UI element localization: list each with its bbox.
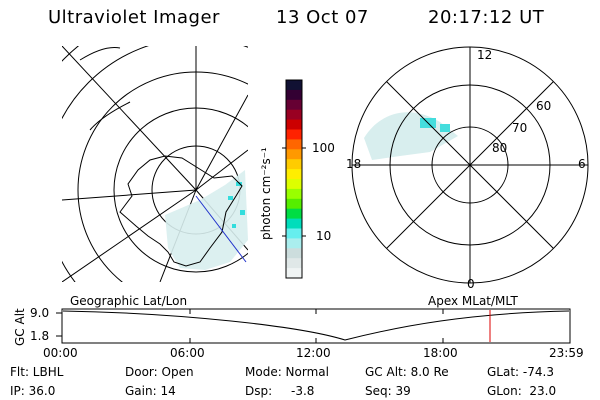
x-ticks: [189, 309, 444, 343]
colorbar-band: [286, 268, 302, 279]
colorbar-frame: [285, 79, 303, 279]
altitude-xtick: 06:00: [170, 346, 205, 360]
colorbar-band: [286, 159, 302, 170]
mlt-label-0: 0: [467, 277, 475, 291]
colorbar-tick-10: 10: [316, 229, 332, 243]
altitude-xtick: 12:00: [296, 346, 331, 360]
door-info: Door: Open: [125, 365, 194, 379]
glat-info: GLat: -74.3: [487, 365, 554, 379]
aurora-bright: [228, 182, 245, 228]
polar-plot: [351, 46, 589, 284]
altitude-xtick: 18:00: [423, 346, 458, 360]
colorbar-band: [286, 208, 302, 220]
dsp-value: -3.8: [291, 384, 315, 398]
seq-info: Seq: 39: [365, 384, 411, 398]
colorbar-band: [286, 198, 302, 210]
mlt-label-6: 6: [578, 157, 586, 171]
gain-info: Gain: 14: [125, 384, 176, 398]
colorbar-band: [286, 218, 302, 229]
colorbar-unit-label: photon cm⁻²s⁻¹: [259, 147, 273, 240]
colorbar-band: [286, 258, 302, 269]
mlat-label-80: 80: [492, 141, 508, 155]
colorbar-band: [286, 228, 302, 239]
left-panel-label: Geographic Lat/Lon: [70, 294, 188, 308]
colorbar-band: [286, 179, 302, 190]
gc-alt-info: GC Alt: 8.0 Re: [365, 365, 449, 379]
altitude-xtick: 00:00: [43, 346, 78, 360]
ip-info: IP: 36.0: [10, 384, 56, 398]
colorbar-band: [286, 238, 302, 249]
polar-aurora-emission: [364, 112, 458, 160]
aurora-emission: [165, 170, 248, 270]
altitude-ytick-9: 9.0: [30, 306, 50, 320]
mlat-label-70: 70: [512, 121, 528, 135]
colorbar-band: [286, 80, 302, 91]
glon-info: GLon: 23.0: [487, 384, 557, 398]
colorbar-band: [286, 248, 302, 259]
mlt-label-18: 18: [346, 157, 362, 171]
mlt-label-12: 12: [477, 48, 493, 62]
mlat-label-60: 60: [536, 99, 552, 113]
colorbar-ticks: [282, 147, 306, 237]
observation-date: 13 Oct 07: [276, 7, 369, 28]
colorbar-band: [286, 129, 302, 140]
altitude-ytick-1-8: 1.8: [30, 329, 50, 343]
instrument-title: Ultraviolet Imager: [48, 7, 220, 28]
altitude-ylabel: GC Alt: [13, 308, 27, 346]
mode-info: Mode: Normal: [245, 365, 329, 379]
right-panel-label: Apex MLat/MLT: [428, 294, 518, 308]
altitude-plot: [56, 308, 571, 344]
observation-time: 20:17:12 UT: [428, 7, 545, 28]
colorbar-band: [286, 169, 302, 180]
colorbar-band: [286, 188, 302, 200]
colorbar-band: [286, 119, 302, 130]
colorbar: [285, 79, 303, 279]
colorbar-band: [286, 89, 302, 101]
colorbar-band: [286, 109, 302, 121]
colorbar-tick-100: 100: [312, 141, 335, 155]
colorbar-band: [286, 99, 302, 111]
colorbar-band: [286, 139, 302, 150]
colorbar-band: [286, 149, 302, 160]
altitude-xtick: 23:59: [549, 346, 584, 360]
filter-info: Flt: LBHL: [10, 365, 64, 379]
dsp-label: Dsp:: [245, 384, 273, 398]
